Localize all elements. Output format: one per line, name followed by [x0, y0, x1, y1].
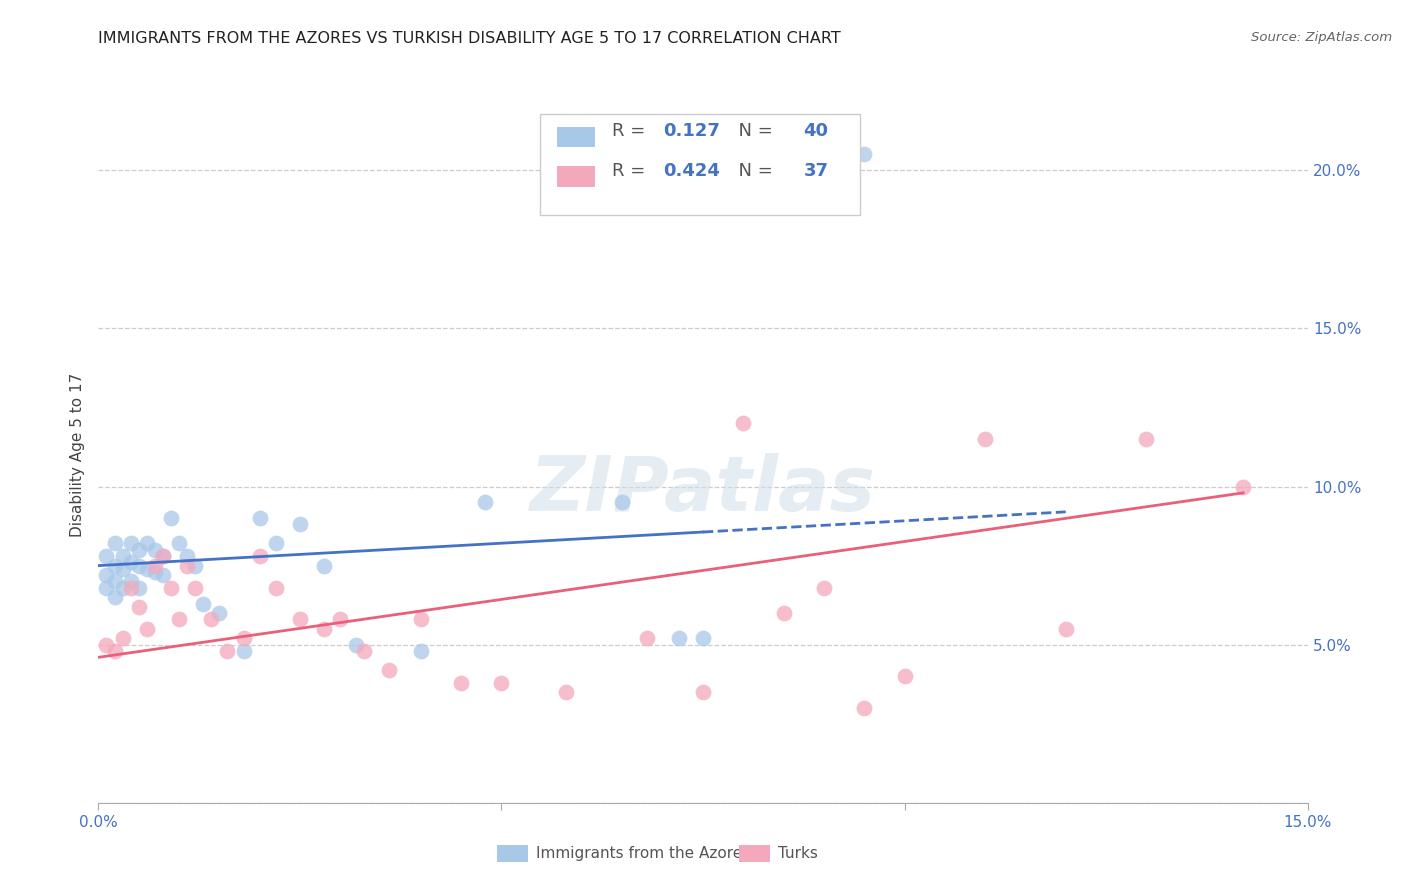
- Point: [103, 574, 125, 589]
- Point: [152, 568, 174, 582]
- Point: [143, 565, 166, 579]
- Text: 0.424: 0.424: [664, 162, 720, 180]
- Text: 37: 37: [803, 162, 828, 180]
- FancyBboxPatch shape: [498, 845, 527, 862]
- Point: [103, 558, 125, 573]
- Point: [120, 574, 142, 589]
- Point: [135, 622, 157, 636]
- Point: [692, 685, 714, 699]
- Point: [200, 612, 222, 626]
- Point: [103, 536, 125, 550]
- Point: [135, 562, 157, 576]
- Point: [176, 558, 198, 573]
- Point: [160, 581, 183, 595]
- Point: [184, 558, 207, 573]
- Point: [409, 644, 432, 658]
- Point: [264, 581, 287, 595]
- Point: [1054, 622, 1077, 636]
- Point: [96, 581, 118, 595]
- FancyBboxPatch shape: [557, 166, 595, 187]
- Point: [103, 644, 125, 658]
- Text: 40: 40: [803, 122, 828, 140]
- Point: [249, 549, 271, 563]
- Point: [668, 632, 690, 646]
- Point: [120, 536, 142, 550]
- Point: [167, 612, 190, 626]
- Point: [143, 542, 166, 557]
- Point: [96, 549, 118, 563]
- Text: R =: R =: [613, 162, 651, 180]
- Point: [288, 612, 311, 626]
- Point: [249, 511, 271, 525]
- Point: [103, 591, 125, 605]
- Point: [208, 606, 231, 620]
- Point: [612, 495, 634, 509]
- Point: [111, 562, 134, 576]
- Point: [377, 663, 399, 677]
- Point: [96, 638, 118, 652]
- Point: [329, 612, 352, 626]
- Point: [733, 417, 755, 431]
- Point: [128, 581, 150, 595]
- FancyBboxPatch shape: [557, 127, 595, 147]
- Y-axis label: Disability Age 5 to 17: Disability Age 5 to 17: [70, 373, 86, 537]
- Point: [135, 536, 157, 550]
- Point: [853, 147, 876, 161]
- Point: [232, 632, 254, 646]
- Point: [111, 549, 134, 563]
- Point: [474, 495, 496, 509]
- Point: [111, 581, 134, 595]
- Point: [1232, 479, 1254, 493]
- Point: [353, 644, 375, 658]
- Point: [853, 701, 876, 715]
- Point: [692, 632, 714, 646]
- Point: [636, 632, 658, 646]
- FancyBboxPatch shape: [740, 845, 769, 862]
- Point: [111, 632, 134, 646]
- Text: Turks: Turks: [778, 847, 818, 861]
- Point: [314, 558, 336, 573]
- Point: [96, 568, 118, 582]
- FancyBboxPatch shape: [540, 114, 860, 215]
- Point: [314, 622, 336, 636]
- Text: 0.127: 0.127: [664, 122, 720, 140]
- Point: [491, 675, 513, 690]
- Point: [344, 638, 367, 652]
- Point: [128, 558, 150, 573]
- Point: [232, 644, 254, 658]
- Point: [152, 549, 174, 563]
- Point: [409, 612, 432, 626]
- Text: N =: N =: [727, 122, 779, 140]
- Text: N =: N =: [727, 162, 779, 180]
- Point: [193, 597, 215, 611]
- Point: [974, 432, 997, 446]
- Text: Immigrants from the Azores: Immigrants from the Azores: [536, 847, 751, 861]
- Point: [152, 549, 174, 563]
- Point: [120, 581, 142, 595]
- Point: [772, 606, 794, 620]
- Point: [160, 511, 183, 525]
- Point: [450, 675, 472, 690]
- Point: [217, 644, 239, 658]
- Text: IMMIGRANTS FROM THE AZORES VS TURKISH DISABILITY AGE 5 TO 17 CORRELATION CHART: IMMIGRANTS FROM THE AZORES VS TURKISH DI…: [98, 31, 841, 46]
- Point: [128, 599, 150, 614]
- Point: [893, 669, 915, 683]
- Point: [555, 685, 578, 699]
- Point: [143, 558, 166, 573]
- Point: [176, 549, 198, 563]
- Point: [120, 556, 142, 570]
- Text: R =: R =: [613, 122, 651, 140]
- Point: [128, 542, 150, 557]
- Point: [167, 536, 190, 550]
- Text: Source: ZipAtlas.com: Source: ZipAtlas.com: [1251, 31, 1392, 45]
- Point: [813, 581, 835, 595]
- Point: [1135, 432, 1157, 446]
- Text: ZIPatlas: ZIPatlas: [530, 453, 876, 526]
- Point: [264, 536, 287, 550]
- Point: [288, 517, 311, 532]
- Point: [184, 581, 207, 595]
